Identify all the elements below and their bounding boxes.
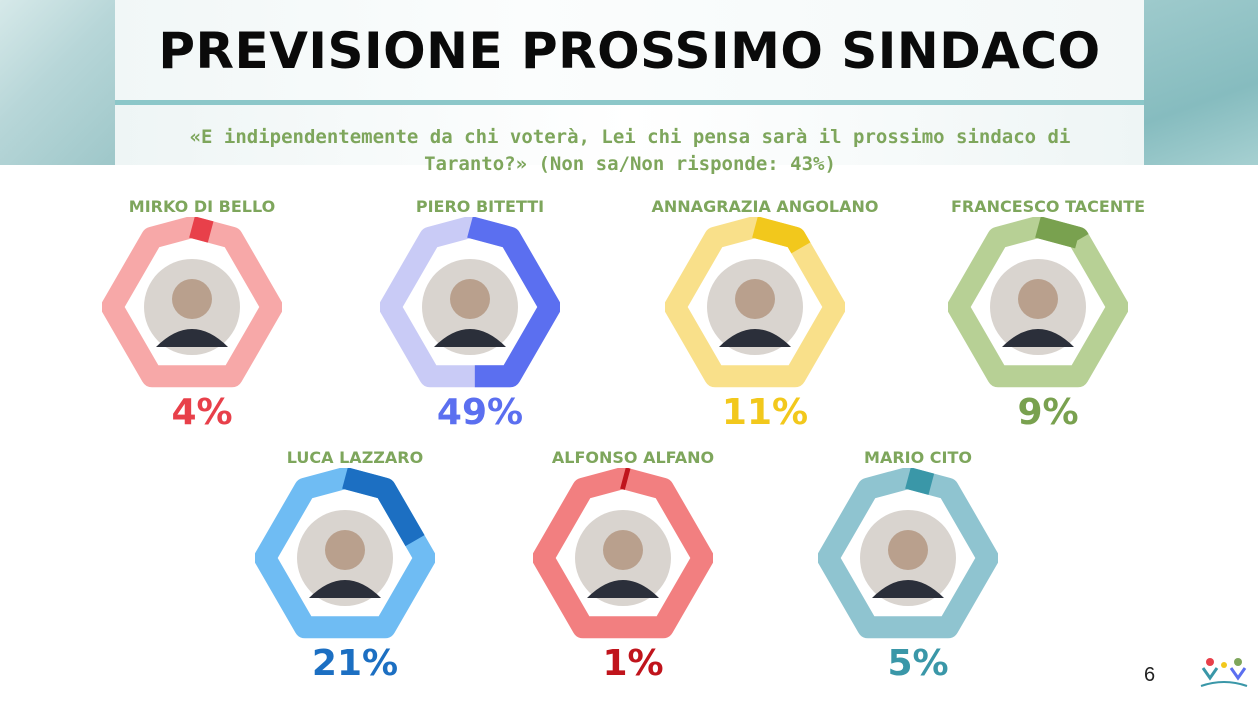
candidate-percentage: 4% — [171, 392, 233, 433]
person-body-icon — [872, 580, 944, 598]
person-head-icon — [888, 530, 928, 570]
person-head-icon — [603, 530, 643, 570]
candidate-percentage: 11% — [721, 392, 809, 433]
donut-track — [533, 468, 713, 639]
person-head-icon — [450, 279, 490, 319]
person-body-icon — [719, 329, 791, 347]
candidate-donut — [818, 468, 998, 639]
person-head-icon — [1018, 279, 1058, 319]
candidate-card: LUCA LAZZARO 21% — [245, 448, 465, 693]
candidate-name: PIERO BITETTI — [415, 197, 545, 216]
brand-logo-icon — [1200, 658, 1248, 687]
decorative-background-left — [0, 0, 115, 165]
candidate-percentage: 9% — [1017, 392, 1079, 433]
candidate-donut — [255, 468, 435, 639]
candidate-name: MARIO CITO — [864, 448, 972, 467]
title-divider — [115, 100, 1144, 105]
candidate-donut — [533, 468, 713, 639]
candidate-name: ANNAGRAZIA ANGOLANO — [651, 197, 879, 216]
person-body-icon — [434, 329, 506, 347]
subtitle-line-1: «E indipendentemente da chi voterà, Lei … — [189, 126, 1071, 148]
candidate-percentage: 49% — [436, 392, 524, 433]
person-body-icon — [1002, 329, 1074, 347]
candidate-name: LUCA LAZZARO — [286, 448, 424, 467]
candidate-percentage: 1% — [602, 643, 664, 684]
decorative-background-right — [1144, 0, 1258, 165]
donut-track — [102, 217, 282, 388]
candidate-name: FRANCESCO TACENTE — [950, 197, 1146, 216]
person-head-icon — [735, 279, 775, 319]
candidate-percentage: 21% — [311, 643, 399, 684]
person-body-icon — [587, 580, 659, 598]
candidate-card: FRANCESCO TACENTE 9% — [938, 197, 1158, 442]
candidate-donut — [665, 217, 845, 388]
subtitle-band — [115, 105, 1144, 165]
candidate-card: ANNAGRAZIA ANGOLANO 11% — [652, 197, 879, 442]
candidate-donut — [380, 217, 560, 388]
question-subtitle: «E indipendentemente da chi voterà, Lei … — [150, 124, 1110, 178]
candidate-card: MARIO CITO 5% — [808, 448, 1028, 693]
person-head-icon — [172, 279, 212, 319]
candidate-name: ALFONSO ALFANO — [551, 448, 715, 467]
donut-track — [665, 217, 845, 388]
page-number: 6 — [1144, 664, 1156, 686]
candidate-card: MIRKO DI BELLO 4% — [92, 197, 312, 442]
page-title: PREVISIONE PROSSIMO SINDACO — [158, 22, 1101, 80]
donut-track — [818, 468, 998, 639]
candidate-percentage: 5% — [887, 643, 949, 684]
donut-value-arc — [255, 468, 435, 639]
person-head-icon — [325, 530, 365, 570]
candidate-card: ALFONSO ALFANO 1% — [523, 448, 743, 693]
person-body-icon — [156, 329, 228, 347]
donut-track — [948, 217, 1128, 388]
donut-value-arc — [380, 217, 560, 388]
candidate-donut — [102, 217, 282, 388]
candidate-card: PIERO BITETTI 49% — [370, 197, 590, 442]
candidate-name: MIRKO DI BELLO — [128, 197, 276, 216]
title-band — [115, 0, 1144, 100]
subtitle-line-2: Taranto?» (Non sa/Non risponde: 43%) — [424, 153, 836, 175]
candidate-donut — [948, 217, 1128, 388]
person-body-icon — [309, 580, 381, 598]
